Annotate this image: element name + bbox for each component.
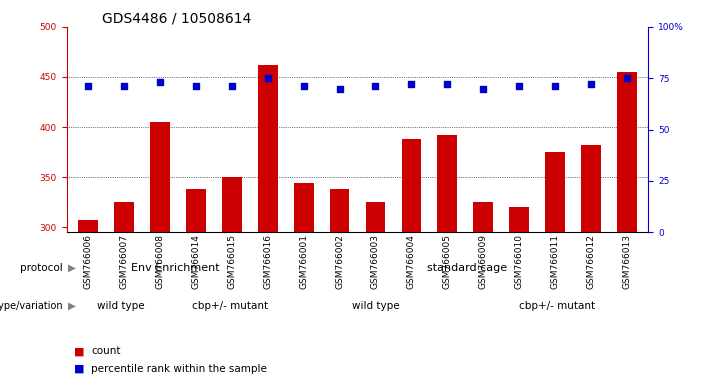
Text: wild type: wild type	[97, 301, 145, 311]
Point	[477, 85, 489, 91]
Point	[585, 81, 597, 88]
Text: ■: ■	[74, 346, 84, 356]
Text: GDS4486 / 10508614: GDS4486 / 10508614	[102, 12, 251, 25]
Bar	[617, 72, 637, 232]
Bar	[545, 152, 565, 232]
Bar	[509, 207, 529, 232]
Point	[226, 83, 238, 89]
Point	[514, 83, 525, 89]
Point	[118, 83, 130, 89]
Point	[83, 83, 94, 89]
Point	[550, 83, 561, 89]
Bar	[473, 202, 493, 232]
Text: protocol: protocol	[20, 263, 63, 273]
Text: percentile rank within the sample: percentile rank within the sample	[91, 364, 267, 374]
Bar	[294, 183, 313, 232]
Text: ▶: ▶	[68, 301, 76, 311]
Point	[334, 85, 345, 91]
Text: standard cage: standard cage	[426, 263, 507, 273]
Bar	[186, 189, 206, 232]
Text: Env Enrichment: Env Enrichment	[131, 263, 220, 273]
Bar	[366, 202, 386, 232]
Bar	[258, 65, 278, 232]
Point	[370, 83, 381, 89]
Bar	[402, 139, 421, 232]
Bar	[437, 135, 457, 232]
Text: cbp+/- mutant: cbp+/- mutant	[519, 301, 596, 311]
Text: genotype/variation: genotype/variation	[0, 301, 63, 311]
Bar	[114, 202, 134, 232]
Point	[190, 83, 201, 89]
Point	[442, 81, 453, 88]
Bar	[79, 220, 98, 232]
Text: cbp+/- mutant: cbp+/- mutant	[192, 301, 268, 311]
Text: count: count	[91, 346, 121, 356]
Bar	[150, 122, 170, 232]
Point	[621, 75, 632, 81]
Point	[406, 81, 417, 88]
Text: ■: ■	[74, 364, 84, 374]
Bar	[329, 189, 349, 232]
Bar	[581, 145, 601, 232]
Text: ▶: ▶	[68, 263, 76, 273]
Text: wild type: wild type	[352, 301, 400, 311]
Point	[154, 79, 165, 85]
Point	[298, 83, 309, 89]
Bar	[222, 177, 242, 232]
Point	[262, 75, 273, 81]
